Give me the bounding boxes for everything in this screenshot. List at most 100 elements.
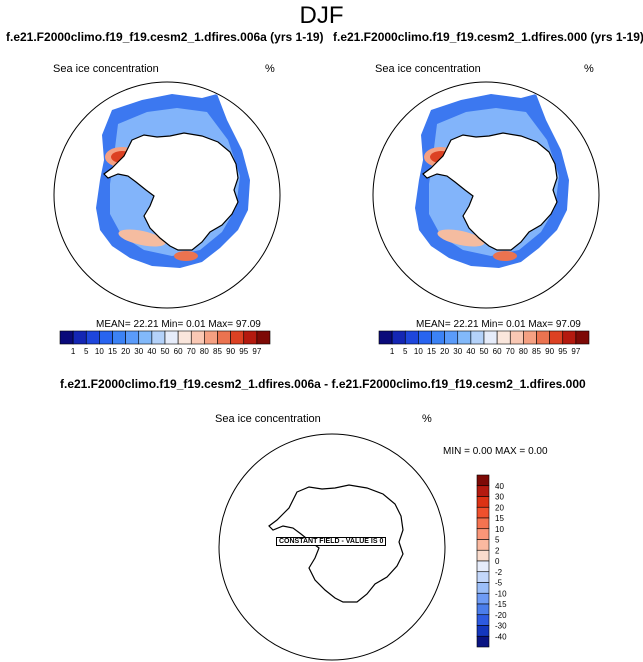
panel-1-colorbar-swatch xyxy=(230,330,245,345)
panel-1-colorbar-swatch xyxy=(151,330,166,345)
diff-colorbar-swatch xyxy=(476,603,490,616)
panel-2-colorbar-tick-label: 97 xyxy=(571,347,580,356)
diff-colorbar-tick-label: -15 xyxy=(495,600,507,609)
diff-colorbar-tick-label: 2 xyxy=(495,546,500,555)
panel-2-colorbar: 1 5 10 15 20 30 40 50 60 70 80 85 90 95 97 xyxy=(378,330,590,356)
panel-2-colorbar-tick-label: 50 xyxy=(480,347,489,356)
diff-colorbar-swatch xyxy=(476,592,490,605)
panel-2-colorbar-tick-label: 90 xyxy=(545,347,554,356)
panel-1-colorbar-tick-label: 97 xyxy=(252,347,261,356)
panel-1-title: f.e21.F2000climo.f19_f19.cesm2_1.dfires.… xyxy=(6,30,324,44)
panel-2-colorbar-tick-label: 40 xyxy=(466,347,475,356)
panel-2-colorbar-tick-label: 30 xyxy=(453,347,462,356)
panel-1-map-ross-ice-core xyxy=(174,251,198,261)
panel-2-min-label: Min= xyxy=(481,319,504,330)
diff-colorbar-swatch xyxy=(476,635,490,648)
panel-2-colorbar-swatch xyxy=(496,330,511,345)
panel-1-max-label: Max= xyxy=(208,319,234,330)
panel-2-colorbar-swatch xyxy=(575,330,590,345)
panel-2-map xyxy=(372,81,600,309)
panel-2-colorbar-tick-label: 85 xyxy=(532,347,541,356)
panel-2-map-antarctica xyxy=(422,132,558,251)
diff-colorbar-tick-label: 30 xyxy=(495,493,504,502)
diff-min-label: MIN = xyxy=(443,446,470,457)
panel-1-colorbar-swatch xyxy=(125,330,140,345)
panel-2-map-ross-ice-core xyxy=(493,251,517,261)
diff-colorbar-swatch xyxy=(476,625,490,637)
panel-1-colorbar-tick-label: 50 xyxy=(161,347,170,356)
diff-colorbar-tick-label: -20 xyxy=(495,611,507,620)
panel-2-colorbar-tick-label: 10 xyxy=(414,347,423,356)
panel-1-variable: Sea ice concentration xyxy=(53,63,159,75)
diff-max: 0.00 xyxy=(528,446,548,457)
panel-2-colorbar-swatch xyxy=(418,330,432,345)
panel-2-colorbar-swatch xyxy=(549,330,564,345)
diff-colorbar-tick-label: 5 xyxy=(495,536,500,545)
diff-colorbar-swatch xyxy=(476,614,490,626)
diff-colorbar-swatch xyxy=(476,582,490,594)
panel-2-mean: 22.21 xyxy=(453,319,479,330)
panel-2-colorbar-tick-label: 60 xyxy=(493,347,502,356)
diff-colorbar-swatch xyxy=(476,560,490,573)
diff-map xyxy=(218,433,446,661)
panel-1-colorbar-swatch xyxy=(217,330,231,345)
panel-1-colorbar-swatch xyxy=(138,330,153,345)
panel-1-colorbar-tick-label: 60 xyxy=(174,347,183,356)
panel-1-colorbar-tick-label: 5 xyxy=(84,347,89,356)
panel-1-colorbar-tick-label: 10 xyxy=(95,347,104,356)
panel-1-colorbar-tick-label: 95 xyxy=(239,347,248,356)
panel-2-map-ross-ice xyxy=(437,229,485,247)
panel-2-colorbar-swatch xyxy=(470,330,485,345)
panel-1-colorbar-swatch xyxy=(243,330,258,345)
panel-1-colorbar-tick-label: 40 xyxy=(147,347,156,356)
diff-colorbar-swatch xyxy=(476,539,490,551)
diff-colorbar-swatch xyxy=(476,517,490,530)
diff-colorbar-tick-label: -40 xyxy=(495,632,507,641)
diff-colorbar-swatch xyxy=(476,485,490,497)
diff-variable: Sea ice concentration xyxy=(215,413,321,425)
panel-2-colorbar-swatch xyxy=(378,330,393,345)
panel-2-map-boundary xyxy=(372,81,600,309)
panel-1-colorbar-tick-label: 85 xyxy=(213,347,222,356)
panel-2-max: 97.09 xyxy=(555,319,581,330)
diff-colorbar-swatch xyxy=(476,506,490,519)
diff-colorbar-tick-label: -5 xyxy=(495,579,503,588)
panel-2-colorbar-swatch xyxy=(483,330,498,345)
panel-2-colorbar-tick-label: 80 xyxy=(519,347,528,356)
panel-2-mean-label: MEAN= xyxy=(416,319,451,330)
panel-1-colorbar-swatch xyxy=(164,330,179,345)
panel-1-mean: 22.21 xyxy=(133,319,159,330)
panel-1-mean-label: MEAN= xyxy=(96,319,131,330)
panel-2-colorbar-swatch xyxy=(562,330,577,345)
panel-2-colorbar-swatch xyxy=(444,330,459,345)
diff-title: f.e21.F2000climo.f19_f19.cesm2_1.dfires.… xyxy=(60,377,586,391)
constant-field-note: CONSTANT FIELD - VALUE IS 0 xyxy=(276,537,387,546)
panel-1-colorbar-tick-label: 30 xyxy=(134,347,143,356)
diff-stats: MIN = 0.00 MAX = 0.00 xyxy=(443,446,548,457)
panel-2-colorbar-tick-label: 1 xyxy=(390,347,395,356)
panel-2-colorbar-swatch xyxy=(536,330,550,345)
panel-2-colorbar-tick-label: 15 xyxy=(427,347,436,356)
diff-max-label: MAX = xyxy=(494,446,526,457)
panel-1-colorbar-tick-label: 70 xyxy=(187,347,196,356)
panel-1-colorbar-swatch xyxy=(99,330,113,345)
panel-1-map-boundary xyxy=(53,81,281,309)
panel-1-map xyxy=(53,81,281,309)
diff-colorbar-tick-label: 40 xyxy=(495,482,504,491)
panel-1-map-ross-ice xyxy=(118,229,166,247)
panel-2-min: 0.01 xyxy=(506,319,526,330)
diff-colorbar-tick-label: -30 xyxy=(495,622,507,631)
panel-2-colorbar-swatch xyxy=(457,330,472,345)
panel-2-stats: MEAN= 22.21 Min= 0.01 Max= 97.09 xyxy=(416,319,581,330)
panel-2-units: % xyxy=(584,63,594,75)
panel-1-min: 0.01 xyxy=(186,319,206,330)
panel-2-colorbar-swatch xyxy=(509,330,524,345)
panel-2-max-label: Max= xyxy=(528,319,554,330)
diff-colorbar-swatch xyxy=(476,571,490,583)
panel-2-colorbar-swatch xyxy=(523,330,537,345)
figure-title: DJF xyxy=(299,2,344,29)
panel-1-colorbar-swatch xyxy=(72,330,87,345)
panel-1-min-label: Min= xyxy=(161,319,184,330)
diff-colorbar-tick-label: 0 xyxy=(495,557,500,566)
